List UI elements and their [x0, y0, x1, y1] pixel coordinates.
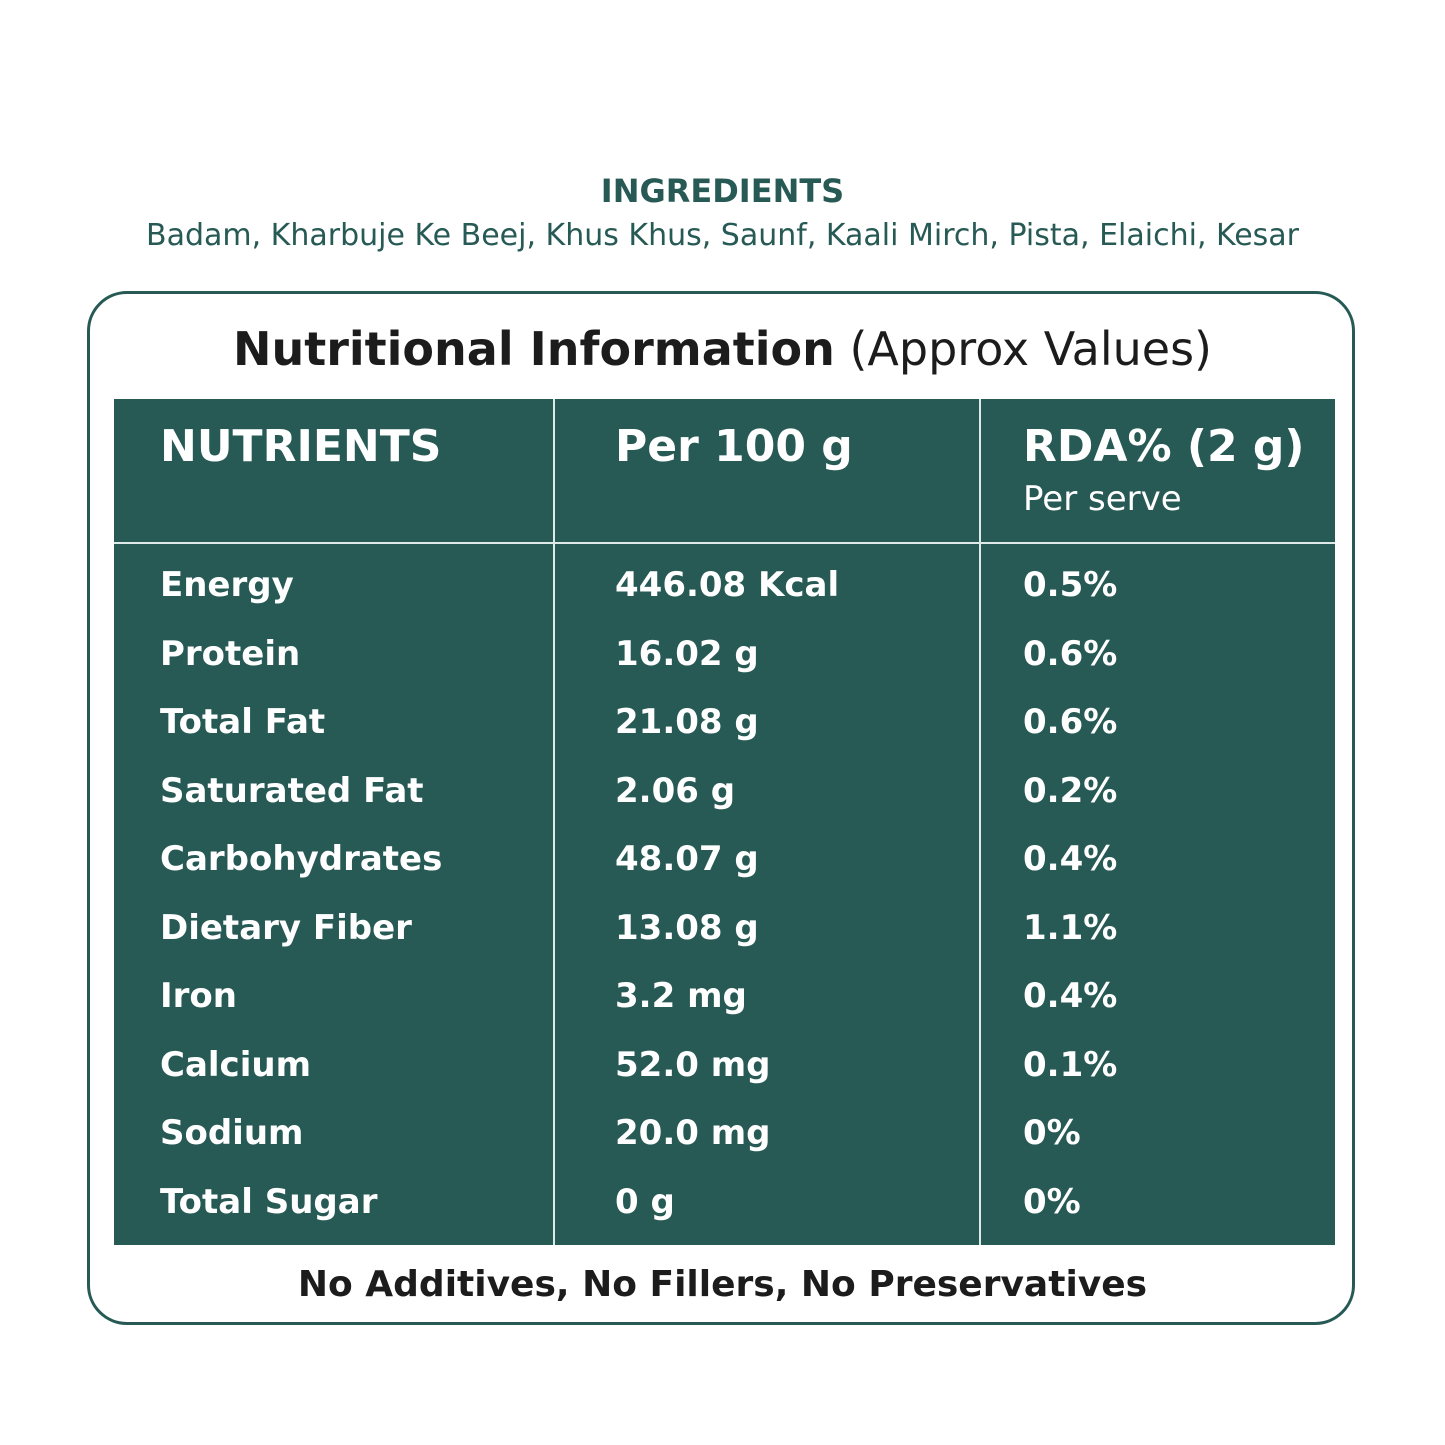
panel — [87, 291, 1355, 1325]
table-cell: 52.0 mg — [615, 1044, 771, 1085]
table-cell: 16.02 g — [615, 633, 759, 674]
table-cell: 2.06 g — [615, 770, 736, 811]
table-cell: Energy — [160, 565, 294, 605]
table-cell: Calcium — [160, 1044, 311, 1085]
divider — [979, 399, 981, 1245]
table-cell: 0.2% — [1023, 770, 1118, 811]
divider — [114, 542, 1335, 544]
table-cell: 20.0 mg — [615, 1113, 771, 1153]
table-cell: 48.07 g — [615, 839, 759, 879]
table-cell: Protein — [160, 633, 301, 674]
panel-title: Nutritional Information (Approx Values) — [0, 322, 1445, 376]
table-cell: 0.6% — [1023, 702, 1118, 742]
table-cell: Dietary Fiber — [160, 907, 412, 948]
table-cell: 21.08 g — [615, 702, 759, 742]
table-cell: 13.08 g — [615, 907, 759, 948]
table-cell: Total Fat — [160, 702, 326, 742]
title-bold: Nutritional Information — [232, 322, 835, 376]
table-cell: 1.1% — [1023, 907, 1118, 948]
table-cell: Saturated Fat — [160, 770, 424, 811]
table-cell: Total Sugar — [160, 1181, 378, 1222]
header-cell: Per 100 g — [615, 421, 853, 472]
table-cell: 0 g — [615, 1181, 675, 1222]
table-cell: Carbohydrates — [160, 839, 443, 879]
title-light: (Approx Values) — [849, 322, 1213, 376]
table-cell: 0.4% — [1023, 976, 1118, 1016]
ingredients-title: INGREDIENTS — [600, 172, 845, 210]
table-cell: Iron — [160, 976, 237, 1016]
divider — [553, 399, 555, 1245]
table-cell: 3.2 mg — [615, 976, 747, 1016]
table-cell: 0.6% — [1023, 633, 1118, 674]
table-cell: 0.5% — [1023, 565, 1118, 605]
table-cell: 0.1% — [1023, 1044, 1118, 1085]
header-cell: NUTRIENTS — [160, 421, 442, 472]
nutrition-table: NUTRIENTS Per 100 g RDA% (2 g) Per serve… — [114, 399, 1335, 1245]
table-cell: Sodium — [160, 1113, 304, 1153]
table-cell: 0% — [1023, 1113, 1081, 1153]
table-cell: 0.4% — [1023, 839, 1118, 879]
table-cell: 446.08 Kcal — [615, 565, 840, 605]
footer: No Additives, No Fillers, No Preservativ… — [297, 1264, 1148, 1305]
header-cell: RDA% (2 g) — [1023, 421, 1305, 472]
table-cell: 0% — [1023, 1181, 1081, 1222]
ingredients-text: Badam, Kharbuje Ke Beej, Khus Khus, Saun… — [145, 218, 1300, 253]
header-sub: Per serve — [1023, 479, 1182, 519]
